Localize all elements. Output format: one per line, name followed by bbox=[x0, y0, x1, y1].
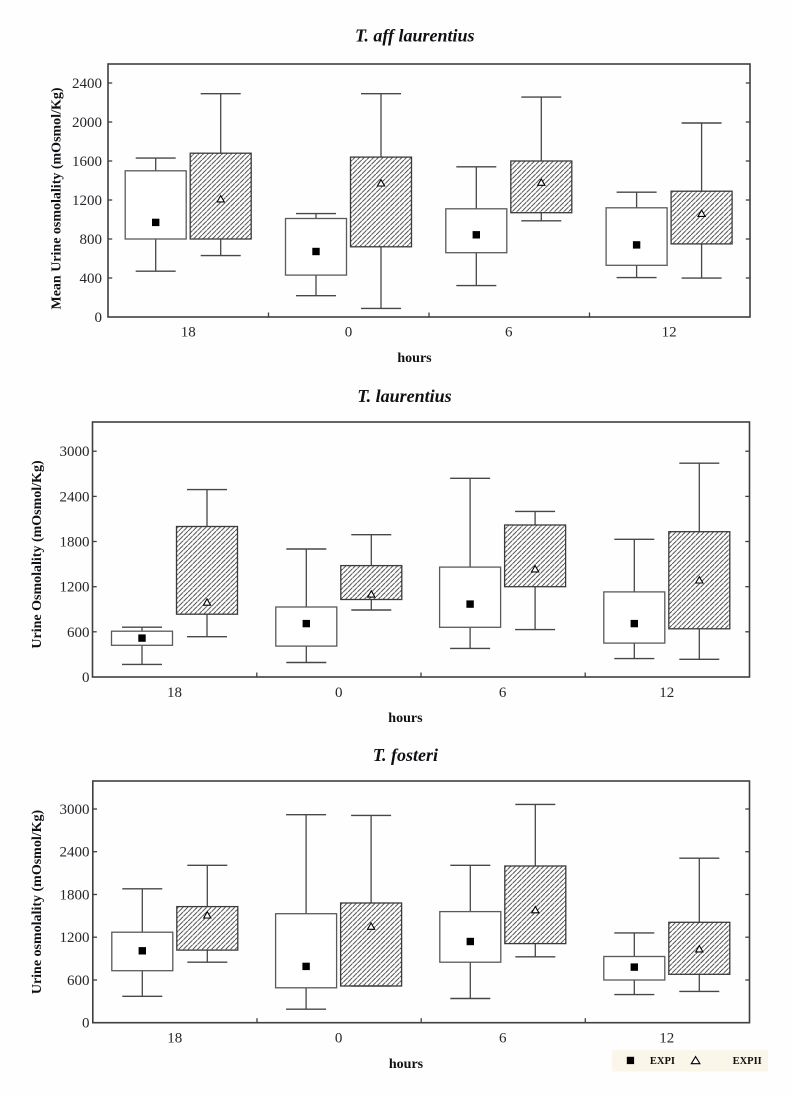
svg-text:1800: 1800 bbox=[60, 888, 90, 904]
svg-text:6: 6 bbox=[499, 1031, 507, 1047]
svg-text:600: 600 bbox=[67, 973, 90, 989]
svg-text:EXPI: EXPI bbox=[650, 1056, 675, 1067]
svg-text:EXPII: EXPII bbox=[733, 1056, 762, 1067]
svg-text:18: 18 bbox=[181, 325, 196, 341]
svg-text:hours: hours bbox=[389, 1057, 424, 1072]
svg-text:6: 6 bbox=[505, 325, 513, 341]
svg-text:800: 800 bbox=[80, 232, 103, 248]
svg-text:3000: 3000 bbox=[60, 802, 90, 818]
svg-text:1800: 1800 bbox=[60, 535, 90, 551]
svg-text:hours: hours bbox=[388, 711, 423, 726]
svg-text:0: 0 bbox=[95, 310, 103, 326]
svg-text:T. laurentius: T. laurentius bbox=[357, 386, 451, 406]
svg-text:600: 600 bbox=[67, 625, 90, 641]
svg-text:T. aff laurentius: T. aff laurentius bbox=[355, 26, 475, 46]
svg-text:6: 6 bbox=[499, 685, 507, 701]
svg-text:1200: 1200 bbox=[72, 193, 102, 209]
svg-text:12: 12 bbox=[659, 1031, 674, 1047]
svg-text:0: 0 bbox=[82, 670, 90, 686]
svg-text:2400: 2400 bbox=[60, 845, 90, 861]
svg-text:hours: hours bbox=[397, 351, 432, 366]
svg-text:2000: 2000 bbox=[72, 115, 102, 131]
svg-text:2400: 2400 bbox=[72, 76, 102, 92]
svg-text:1200: 1200 bbox=[60, 580, 90, 596]
svg-text:18: 18 bbox=[167, 685, 182, 701]
svg-text:1600: 1600 bbox=[72, 154, 102, 170]
svg-text:400: 400 bbox=[80, 271, 103, 287]
svg-text:2400: 2400 bbox=[60, 489, 90, 505]
svg-text:0: 0 bbox=[345, 325, 353, 341]
svg-text:Urine Osmolality (mOsmol/Kg): Urine Osmolality (mOsmol/Kg) bbox=[30, 460, 45, 649]
svg-text:1200: 1200 bbox=[60, 930, 90, 946]
svg-text:T. fosteri: T. fosteri bbox=[373, 745, 438, 765]
svg-text:3000: 3000 bbox=[60, 444, 90, 460]
svg-text:12: 12 bbox=[659, 685, 674, 701]
svg-text:0: 0 bbox=[335, 685, 343, 701]
svg-text:12: 12 bbox=[662, 325, 677, 341]
svg-text:0: 0 bbox=[82, 1016, 90, 1032]
svg-text:Urine osmolality (mOsmol/Kg): Urine osmolality (mOsmol/Kg) bbox=[30, 810, 45, 995]
svg-text:18: 18 bbox=[167, 1031, 182, 1047]
svg-text:Mean Urine osmolality (mOsmol/: Mean Urine osmolality (mOsmol/Kg) bbox=[50, 87, 65, 309]
svg-text:0: 0 bbox=[335, 1031, 343, 1047]
